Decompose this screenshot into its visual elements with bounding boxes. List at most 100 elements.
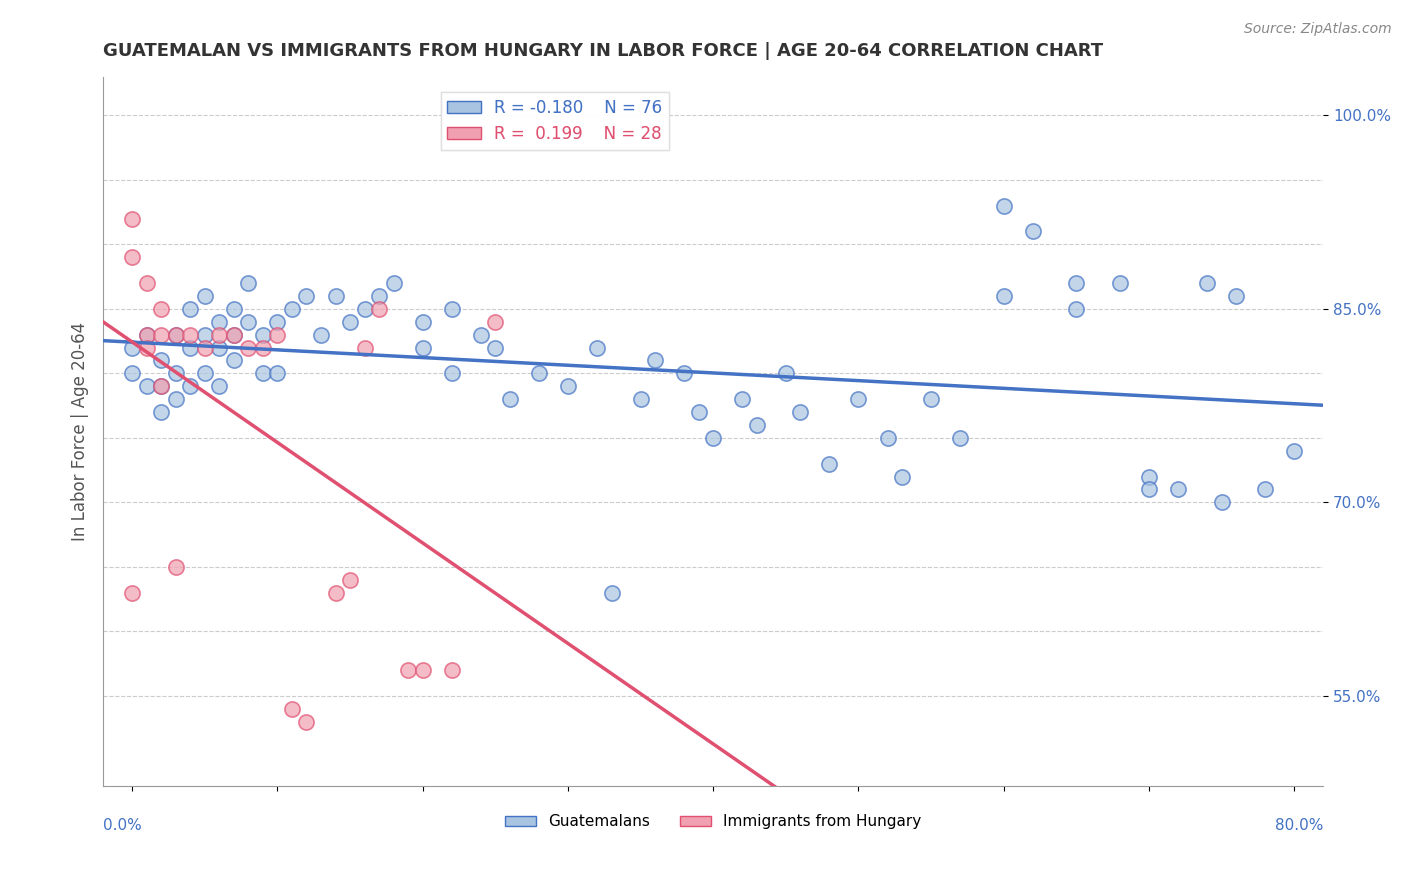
Point (557, 379, 579, 393)
Point (150, 379, 173, 393)
Point (412, 341, 434, 355)
Point (222, 327, 245, 342)
Point (179, 301, 201, 316)
Y-axis label: In Labor Force | Age 20-64: In Labor Force | Age 20-64 (72, 322, 89, 541)
Point (252, 327, 274, 342)
Point (920, 392, 942, 406)
Point (1254, 483, 1277, 497)
Point (165, 327, 187, 342)
Point (600, 585, 623, 599)
Point (876, 431, 898, 445)
Point (1225, 289, 1247, 303)
Point (368, 301, 391, 316)
Point (208, 379, 231, 393)
Point (688, 405, 710, 419)
Point (121, 367, 143, 381)
Point (165, 327, 187, 342)
Point (1137, 469, 1160, 483)
Point (745, 417, 768, 432)
Point (295, 714, 318, 729)
Point (891, 469, 914, 483)
Point (702, 431, 724, 445)
Point (238, 341, 260, 355)
Point (630, 392, 652, 406)
Point (440, 367, 463, 381)
Point (179, 379, 201, 393)
Point (135, 327, 157, 342)
Point (382, 276, 405, 290)
Point (121, 585, 143, 599)
Point (222, 327, 245, 342)
Point (1109, 276, 1132, 290)
Point (135, 276, 157, 290)
Point (208, 341, 231, 355)
Point (470, 327, 492, 342)
Point (731, 392, 754, 406)
Point (775, 367, 797, 381)
Point (1211, 495, 1233, 509)
Point (179, 327, 201, 342)
Point (412, 663, 434, 677)
Point (121, 341, 143, 355)
Point (121, 211, 143, 226)
Point (150, 301, 173, 316)
Point (993, 289, 1015, 303)
Point (484, 315, 506, 329)
Point (252, 341, 274, 355)
Point (266, 327, 288, 342)
Point (325, 585, 347, 599)
Point (1066, 276, 1088, 290)
Point (499, 392, 522, 406)
Point (238, 315, 260, 329)
Point (325, 289, 347, 303)
Text: Source: ZipAtlas.com: Source: ZipAtlas.com (1244, 22, 1392, 37)
Point (1022, 224, 1045, 238)
Point (412, 315, 434, 329)
Point (586, 341, 609, 355)
Point (1284, 443, 1306, 458)
Point (194, 289, 217, 303)
Point (339, 315, 361, 329)
Point (527, 367, 550, 381)
Point (150, 405, 173, 419)
Point (818, 457, 841, 471)
Point (848, 392, 870, 406)
Point (121, 250, 143, 264)
Point (295, 289, 318, 303)
Legend: R = -0.180    N = 76, R =  0.199    N = 28: R = -0.180 N = 76, R = 0.199 N = 28 (440, 92, 669, 150)
Point (673, 367, 696, 381)
Point (165, 367, 187, 381)
Point (150, 327, 173, 342)
Text: 0.0%: 0.0% (103, 819, 142, 833)
Point (1137, 483, 1160, 497)
Text: 80.0%: 80.0% (1275, 819, 1323, 833)
Point (440, 301, 463, 316)
Point (150, 353, 173, 368)
Point (484, 341, 506, 355)
Point (194, 341, 217, 355)
Point (135, 341, 157, 355)
Point (281, 702, 304, 716)
Point (1066, 301, 1088, 316)
Point (1167, 483, 1189, 497)
Point (993, 199, 1015, 213)
Point (165, 392, 187, 406)
Point (208, 327, 231, 342)
Point (222, 353, 245, 368)
Point (252, 367, 274, 381)
Point (194, 367, 217, 381)
Point (266, 315, 288, 329)
Point (353, 341, 375, 355)
Point (644, 353, 666, 368)
Point (339, 573, 361, 587)
Point (396, 663, 419, 677)
Point (208, 315, 231, 329)
Point (309, 327, 332, 342)
Point (165, 559, 187, 574)
Point (281, 301, 304, 316)
Text: GUATEMALAN VS IMMIGRANTS FROM HUNGARY IN LABOR FORCE | AGE 20-64 CORRELATION CHA: GUATEMALAN VS IMMIGRANTS FROM HUNGARY IN… (103, 42, 1104, 60)
Point (135, 379, 157, 393)
Point (949, 431, 972, 445)
Point (440, 663, 463, 677)
Point (222, 301, 245, 316)
